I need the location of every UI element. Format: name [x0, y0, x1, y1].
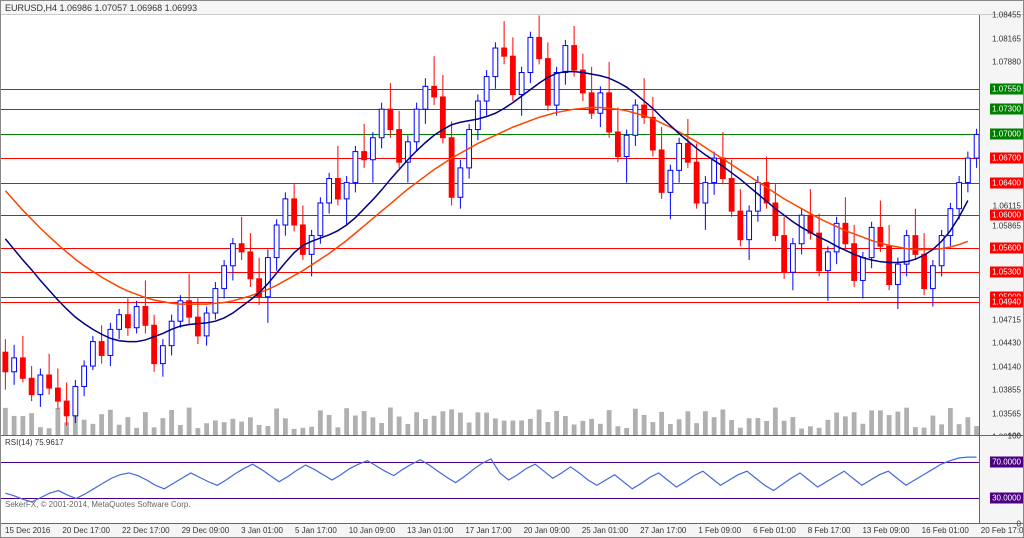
rsi-plot-area[interactable]: [1, 436, 979, 523]
rsi-title: RSI(14) 75.9617: [5, 438, 64, 447]
price-axis: 1.084551.081651.078801.075501.073001.070…: [979, 15, 1023, 435]
rsi-axis: 0307010070.000030.0000: [979, 436, 1023, 523]
time-axis: 15 Dec 201620 Dec 17:0022 Dec 17:0029 De…: [1, 523, 1023, 537]
main-plot-area[interactable]: [1, 15, 979, 435]
copyright-text: SekerFX, © 2001-2014, MetaQuotes Softwar…: [5, 500, 191, 509]
chart-title: EURUSD,H4 1.06986 1.07057 1.06968 1.0699…: [5, 3, 197, 13]
chart-window: EURUSD,H4 1.06986 1.07057 1.06968 1.0699…: [0, 0, 1024, 538]
rsi-indicator-panel[interactable]: RSI(14) 75.9617 0307010070.000030.0000 S…: [1, 435, 1023, 523]
chart-title-bar: EURUSD,H4 1.06986 1.07057 1.06968 1.0699…: [1, 1, 1023, 15]
main-price-chart[interactable]: 1.084551.081651.078801.075501.073001.070…: [1, 15, 1023, 435]
